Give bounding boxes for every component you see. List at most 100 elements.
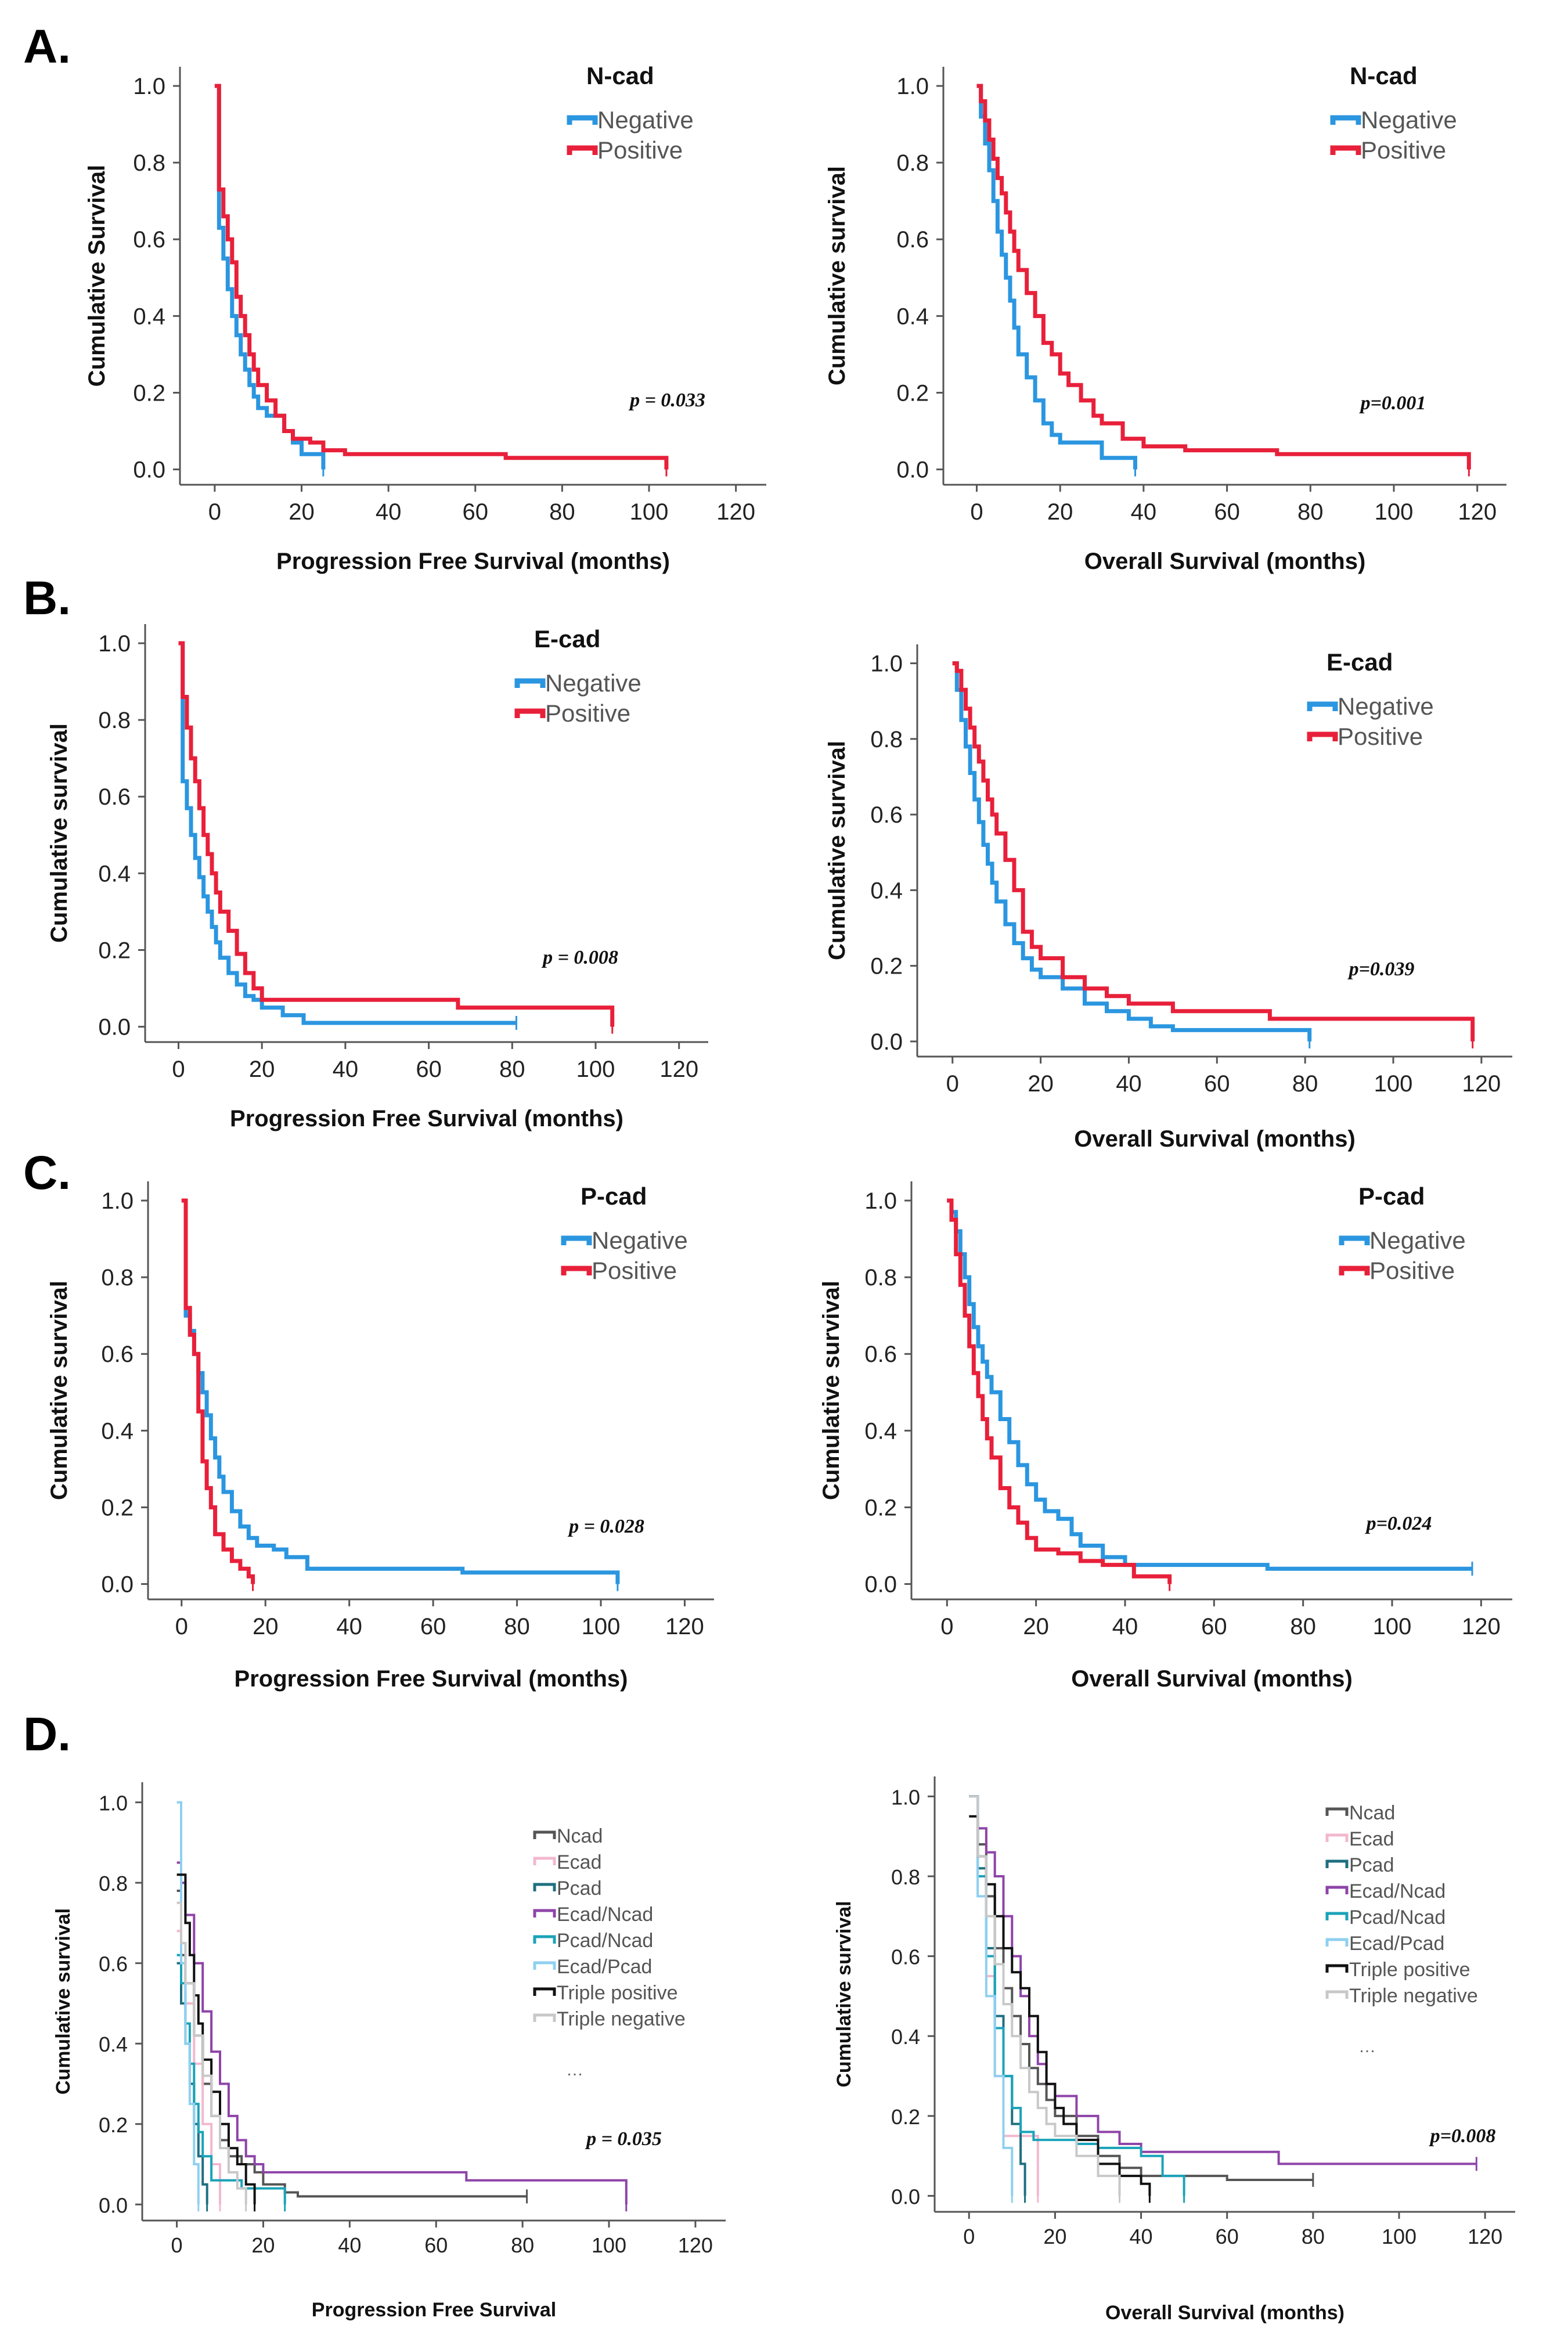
y-tick-label: 1.0 xyxy=(870,651,903,677)
y-tick-label: 0.8 xyxy=(133,150,165,176)
p-value-label: p=0.039 xyxy=(1347,958,1415,980)
legend-label: Positive xyxy=(1361,136,1446,164)
series-line-triple-positive xyxy=(176,1873,256,2205)
legend-swatch xyxy=(561,1266,592,1275)
x-axis-title: Progression Free Survival (months) xyxy=(276,549,670,574)
legend-label: Triple negative xyxy=(557,2008,686,2030)
y-axis-title: Cumulative survival xyxy=(46,1281,72,1500)
y-tick-label: 0.0 xyxy=(870,1029,903,1055)
y-axis-title: Cumulative survival xyxy=(52,1908,74,2095)
x-tick-label: 120 xyxy=(1468,2225,1502,2248)
x-tick-label: 80 xyxy=(504,1614,530,1639)
legend-ellipsis: … xyxy=(566,2060,583,2079)
x-tick-label: 60 xyxy=(1216,2225,1239,2248)
x-tick-label: 60 xyxy=(1201,1614,1227,1639)
x-axis-title: Overall Survival (months) xyxy=(1084,549,1366,574)
p-value-label: p=0.001 xyxy=(1359,392,1426,414)
x-tick-label: 40 xyxy=(1116,1071,1142,1097)
x-tick-label: 20 xyxy=(1023,1614,1049,1639)
y-tick-label: 0.8 xyxy=(870,727,903,752)
series-line-negative xyxy=(976,84,1137,470)
y-tick-label: 0.6 xyxy=(891,1945,920,1969)
x-axis-title: Overall Survival (months) xyxy=(1105,2302,1344,2324)
legend-swatch xyxy=(1325,1833,1349,1842)
y-tick-label: 1.0 xyxy=(864,1188,897,1214)
y-axis-title: Cumulative survival xyxy=(819,1281,844,1500)
series-line-triple-negative xyxy=(969,1795,1121,2196)
legend-title: P-cad xyxy=(581,1183,647,1210)
legend-title: P-cad xyxy=(1358,1183,1425,1210)
x-tick-label: 60 xyxy=(420,1614,446,1639)
x-tick-label: 0 xyxy=(171,2233,183,2257)
legend-label: Ecad/Pcad xyxy=(1349,1933,1444,1955)
x-tick-label: 80 xyxy=(549,499,575,525)
x-tick-label: 60 xyxy=(1214,499,1240,525)
y-tick-label: 0.4 xyxy=(870,878,903,903)
y-tick-label: 0.0 xyxy=(98,1015,131,1040)
p-value-label: p = 0.035 xyxy=(585,2128,662,2150)
p-value-label: p = 0.028 xyxy=(567,1516,644,1537)
legend-label: Triple positive xyxy=(557,1982,677,2004)
series-line-negative xyxy=(947,1198,1472,1571)
x-tick-label: 0 xyxy=(946,1071,959,1097)
y-tick-label: 0.8 xyxy=(891,1865,920,1889)
legend-title: N-cad xyxy=(586,62,654,89)
x-tick-label: 100 xyxy=(1374,1071,1413,1097)
y-tick-label: 0.6 xyxy=(864,1342,897,1367)
chart-A-os: 0 20 40 60 80 100 120 0.0 0.2 0.4 0.6 0.8 1.0 Overall… xyxy=(824,62,1506,574)
legend-label: Triple positive xyxy=(1349,1959,1470,1981)
x-tick-label: 80 xyxy=(1302,2225,1325,2248)
legend-swatch xyxy=(1307,701,1338,711)
legend-label: Negative xyxy=(592,1227,688,1254)
chart-A-pfs: 0 20 40 60 80 100 120 0.0 0.2 0.4 0.6 0.8 1.0 Progres… xyxy=(84,62,766,574)
y-tick-label: 0.0 xyxy=(891,2185,920,2208)
x-tick-label: 80 xyxy=(1292,1071,1318,1097)
y-tick-label: 0.8 xyxy=(98,708,131,733)
x-tick-label: 80 xyxy=(499,1057,525,1082)
x-axis-title: Overall Survival (months) xyxy=(1074,1126,1356,1152)
chart-C-os: 0 20 40 60 80 100 120 0.0 0.2 0.4 0.6 0.8 1.0 Overall… xyxy=(819,1181,1512,1692)
legend-swatch xyxy=(533,1909,556,1918)
legend-swatch xyxy=(514,708,546,718)
legend-label: Negative xyxy=(597,106,694,134)
y-tick-label: 0.8 xyxy=(896,150,929,176)
legend-swatch xyxy=(533,2013,556,2022)
y-axis-title: Cumulative survival xyxy=(46,723,72,943)
x-tick-label: 120 xyxy=(1458,499,1497,525)
y-axis-title: Cumulative survival xyxy=(833,1901,855,2087)
legend-swatch xyxy=(1325,1938,1349,1947)
y-tick-label: 0.2 xyxy=(891,2105,920,2129)
x-tick-label: 60 xyxy=(1204,1071,1230,1097)
y-tick-label: 1.0 xyxy=(891,1785,920,1809)
x-tick-label: 40 xyxy=(1131,499,1157,525)
y-tick-label: 0.4 xyxy=(864,1418,897,1444)
y-tick-label: 0.0 xyxy=(133,457,165,483)
x-tick-label: 0 xyxy=(175,1614,188,1639)
legend-swatch xyxy=(514,678,546,688)
chart-D-os: 0 20 40 60 80 100 120 0.0 0.2 0.4 0.6 0.8 1.0 Overall… xyxy=(833,1776,1515,2324)
x-tick-label: 40 xyxy=(338,2233,361,2257)
legend-swatch xyxy=(1339,1266,1370,1275)
x-tick-label: 120 xyxy=(716,499,755,525)
y-tick-label: 0.6 xyxy=(896,227,929,253)
legend-label: Ecad xyxy=(1349,1828,1394,1850)
x-tick-label: 0 xyxy=(970,499,983,525)
legend-ellipsis: … xyxy=(1358,2037,1376,2056)
legend-label: Positive xyxy=(597,136,683,164)
x-tick-label: 80 xyxy=(511,2233,534,2257)
x-tick-label: 100 xyxy=(582,1614,621,1639)
x-tick-label: 120 xyxy=(1462,1071,1501,1097)
legend-label: Positive xyxy=(545,700,630,727)
y-tick-label: 0.6 xyxy=(98,784,131,810)
legend-label: Negative xyxy=(1369,1227,1466,1254)
x-tick-label: 60 xyxy=(416,1057,442,1082)
x-tick-label: 100 xyxy=(1375,499,1414,525)
legend-swatch xyxy=(1307,731,1338,741)
legend-label: Triple negative xyxy=(1349,1985,1478,2007)
y-axis-title: Cumulative Survival xyxy=(84,165,110,387)
series-line-ecad-pcad xyxy=(969,1795,1014,2196)
x-tick-label: 60 xyxy=(462,499,488,525)
legend-swatch xyxy=(1325,1886,1349,1894)
